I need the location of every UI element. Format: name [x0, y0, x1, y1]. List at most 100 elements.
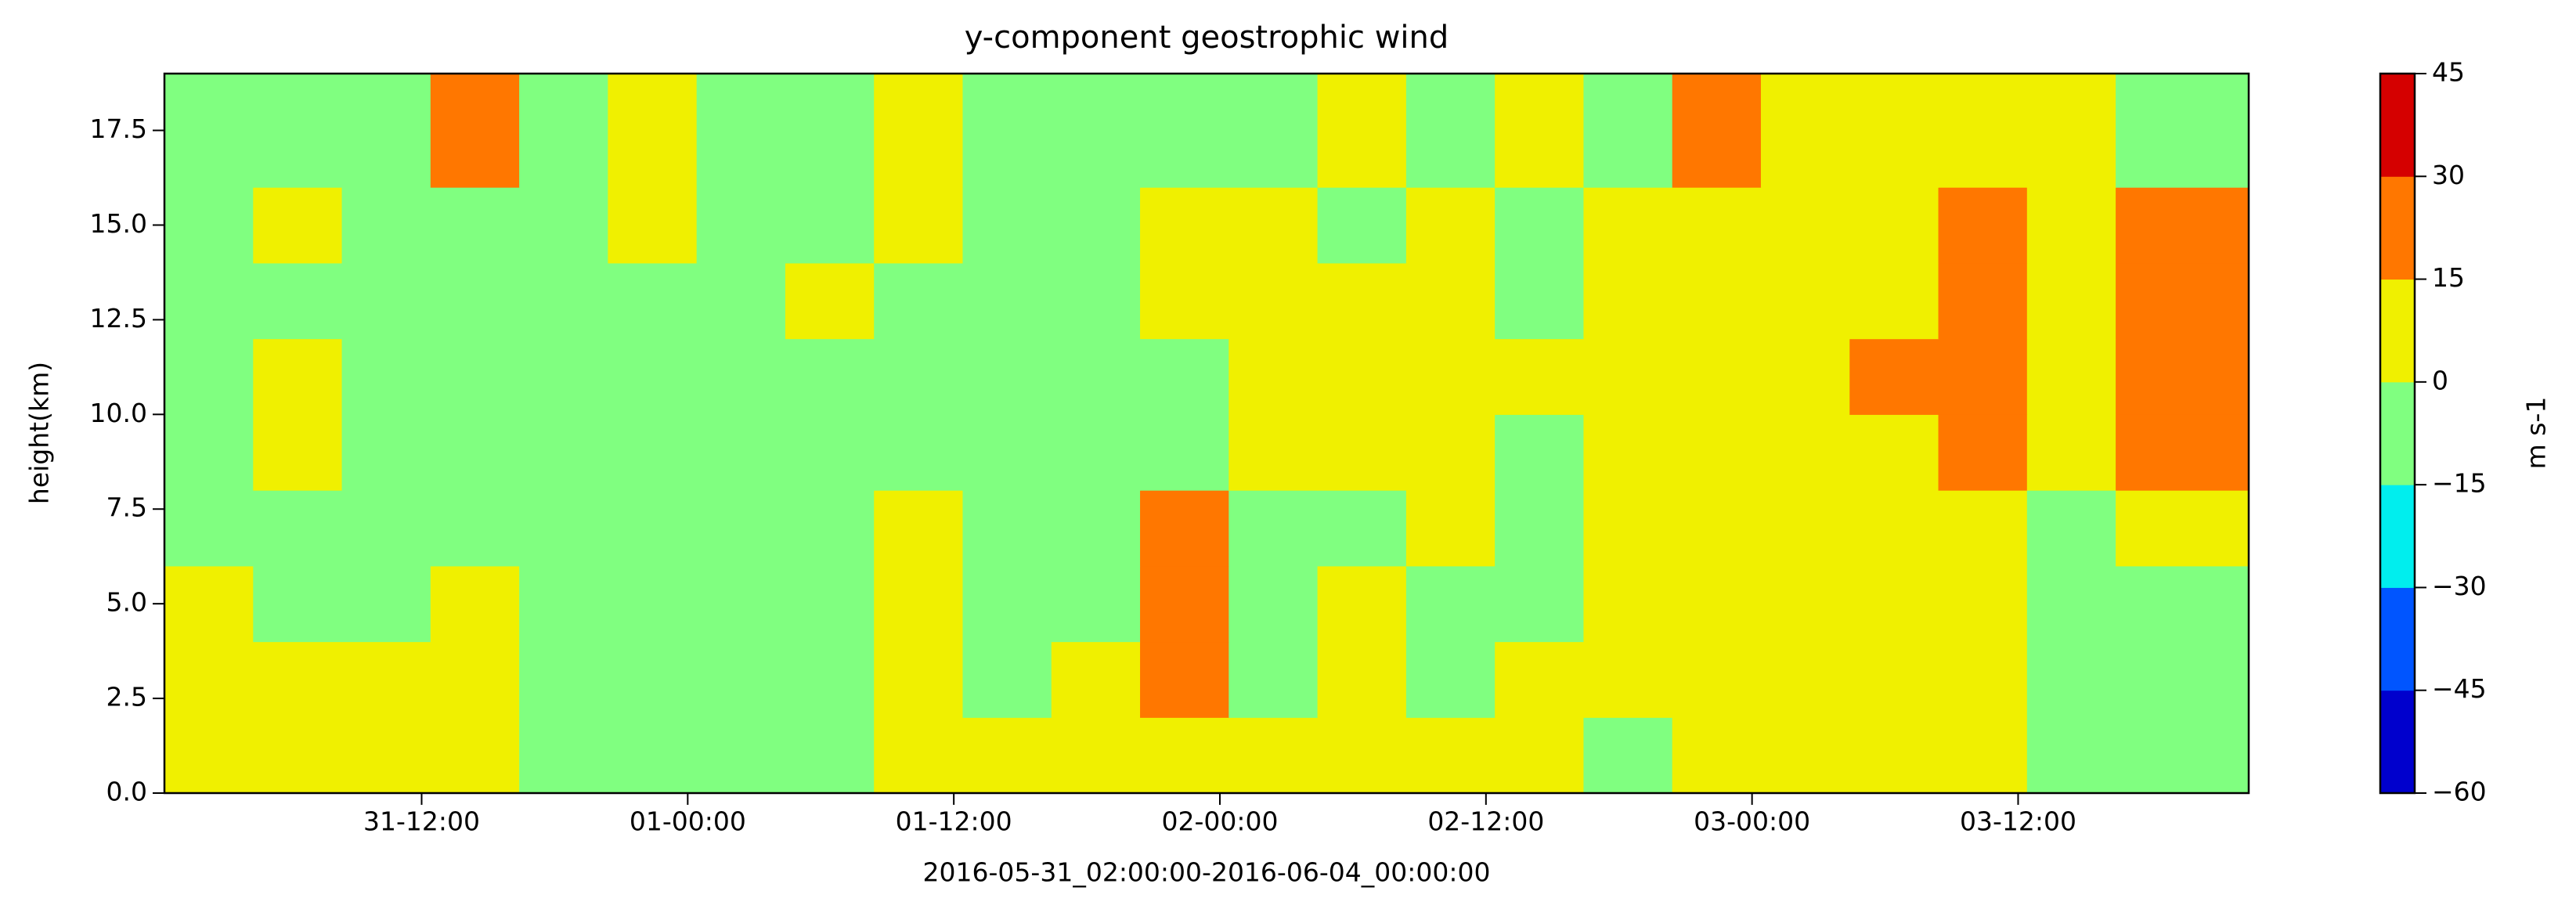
contour-cell	[874, 490, 964, 567]
contour-cell	[1583, 338, 1673, 415]
contour-cell	[785, 565, 875, 643]
contour-cell	[1495, 565, 1585, 643]
contour-cell	[1405, 641, 1495, 718]
contour-cell	[164, 74, 254, 188]
contour-cell	[2116, 414, 2249, 491]
colorbar-segment	[2380, 74, 2415, 177]
contour-cell	[164, 414, 254, 491]
colorbar-segment	[2380, 279, 2415, 383]
contour-cell	[608, 414, 698, 491]
contour-cell	[253, 187, 343, 264]
contour-cell	[785, 641, 875, 718]
y-tick-label: 7.5	[106, 492, 147, 523]
contour-cell	[1317, 641, 1407, 718]
contour-cell	[253, 414, 343, 491]
contour-cell	[1760, 641, 1850, 718]
contour-cell	[430, 565, 520, 643]
contour-cell	[1583, 262, 1673, 340]
contour-cell	[1228, 187, 1319, 264]
contour-cell	[962, 338, 1052, 415]
contour-cell	[874, 565, 964, 643]
contour-cell	[1938, 74, 2028, 188]
contour-cell	[430, 414, 520, 491]
contour-cell	[1672, 641, 1762, 718]
contour-cell	[1583, 717, 1673, 794]
contour-cell	[1317, 717, 1407, 794]
contour-cell	[785, 74, 875, 188]
contour-cell	[1405, 717, 1495, 794]
contour-cell	[1849, 338, 1939, 415]
contour-cell	[608, 338, 698, 415]
contour-cell	[519, 565, 608, 643]
contour-cell	[962, 74, 1052, 188]
contour-cell	[2026, 338, 2116, 415]
contour-cell	[1760, 74, 1850, 188]
contour-cell	[1583, 641, 1673, 718]
contour-cell	[1317, 74, 1407, 188]
contour-cell	[1672, 490, 1762, 567]
contour-cell	[785, 338, 875, 415]
contour-cell	[874, 262, 964, 340]
chart-title: y-component geostrophic wind	[965, 20, 1449, 56]
contour-cell	[1051, 74, 1141, 188]
contour-cell	[1051, 717, 1141, 794]
contour-cell	[874, 641, 964, 718]
contour-cell	[874, 414, 964, 491]
contour-cell	[430, 262, 520, 340]
y-axis-label: height(km)	[24, 362, 55, 504]
contour-cell	[1495, 414, 1585, 491]
contour-cell	[341, 490, 431, 567]
contour-cell	[1405, 565, 1495, 643]
contour-cell	[341, 565, 431, 643]
contour-cell	[164, 490, 254, 567]
contour-cell	[874, 187, 964, 264]
contour-cell	[2116, 187, 2249, 264]
contour-cell	[253, 338, 343, 415]
contour-cell	[608, 262, 698, 340]
contour-cell	[2026, 641, 2116, 718]
x-axis-label: 2016-05-31_02:00:00-2016-06-04_00:00:00	[923, 857, 1491, 888]
contour-cell	[2116, 338, 2249, 415]
contour-cell	[696, 414, 786, 491]
contour-cell	[1849, 262, 1939, 340]
contour-cell	[1317, 565, 1407, 643]
contour-cell	[1760, 414, 1850, 491]
x-tick-label: 02-12:00	[1427, 806, 1544, 837]
contour-cell	[1228, 490, 1319, 567]
contour-cell	[1849, 490, 1939, 567]
contour-cell	[1140, 338, 1229, 415]
contour-cell	[1228, 717, 1319, 794]
contour-cell	[519, 338, 608, 415]
colorbar-segment	[2380, 381, 2415, 485]
contour-cell	[2026, 565, 2116, 643]
contour-cell	[1405, 74, 1495, 188]
x-tick-label: 03-12:00	[1960, 806, 2076, 837]
contour-cell	[1583, 414, 1673, 491]
contour-cell	[2026, 74, 2116, 188]
colorbar-label: m s-1	[2521, 397, 2552, 470]
contour-cell	[2026, 262, 2116, 340]
contour-cell	[696, 338, 786, 415]
contour-cell	[608, 717, 698, 794]
contour-cell	[341, 414, 431, 491]
x-tick-label: 01-12:00	[896, 806, 1012, 837]
contour-cell	[1760, 262, 1850, 340]
contour-cell	[1228, 74, 1319, 188]
colorbar-frame	[2379, 72, 2416, 795]
contour-cell	[874, 338, 964, 415]
contour-cell	[1672, 187, 1762, 264]
contour-cell	[874, 717, 964, 794]
contour-cell	[253, 262, 343, 340]
contour-cell	[1849, 717, 1939, 794]
y-tick-label: 17.5	[90, 114, 147, 144]
contour-cell	[696, 717, 786, 794]
contour-cell	[1317, 262, 1407, 340]
contour-cell	[341, 717, 431, 794]
contour-cell	[2116, 717, 2249, 794]
contour-cell	[1495, 641, 1585, 718]
contour-cell	[1583, 187, 1673, 264]
contour-cell	[341, 74, 431, 188]
contour-cell	[164, 565, 254, 643]
y-tick-label: 2.5	[106, 682, 147, 712]
contour-cell	[1583, 565, 1673, 643]
